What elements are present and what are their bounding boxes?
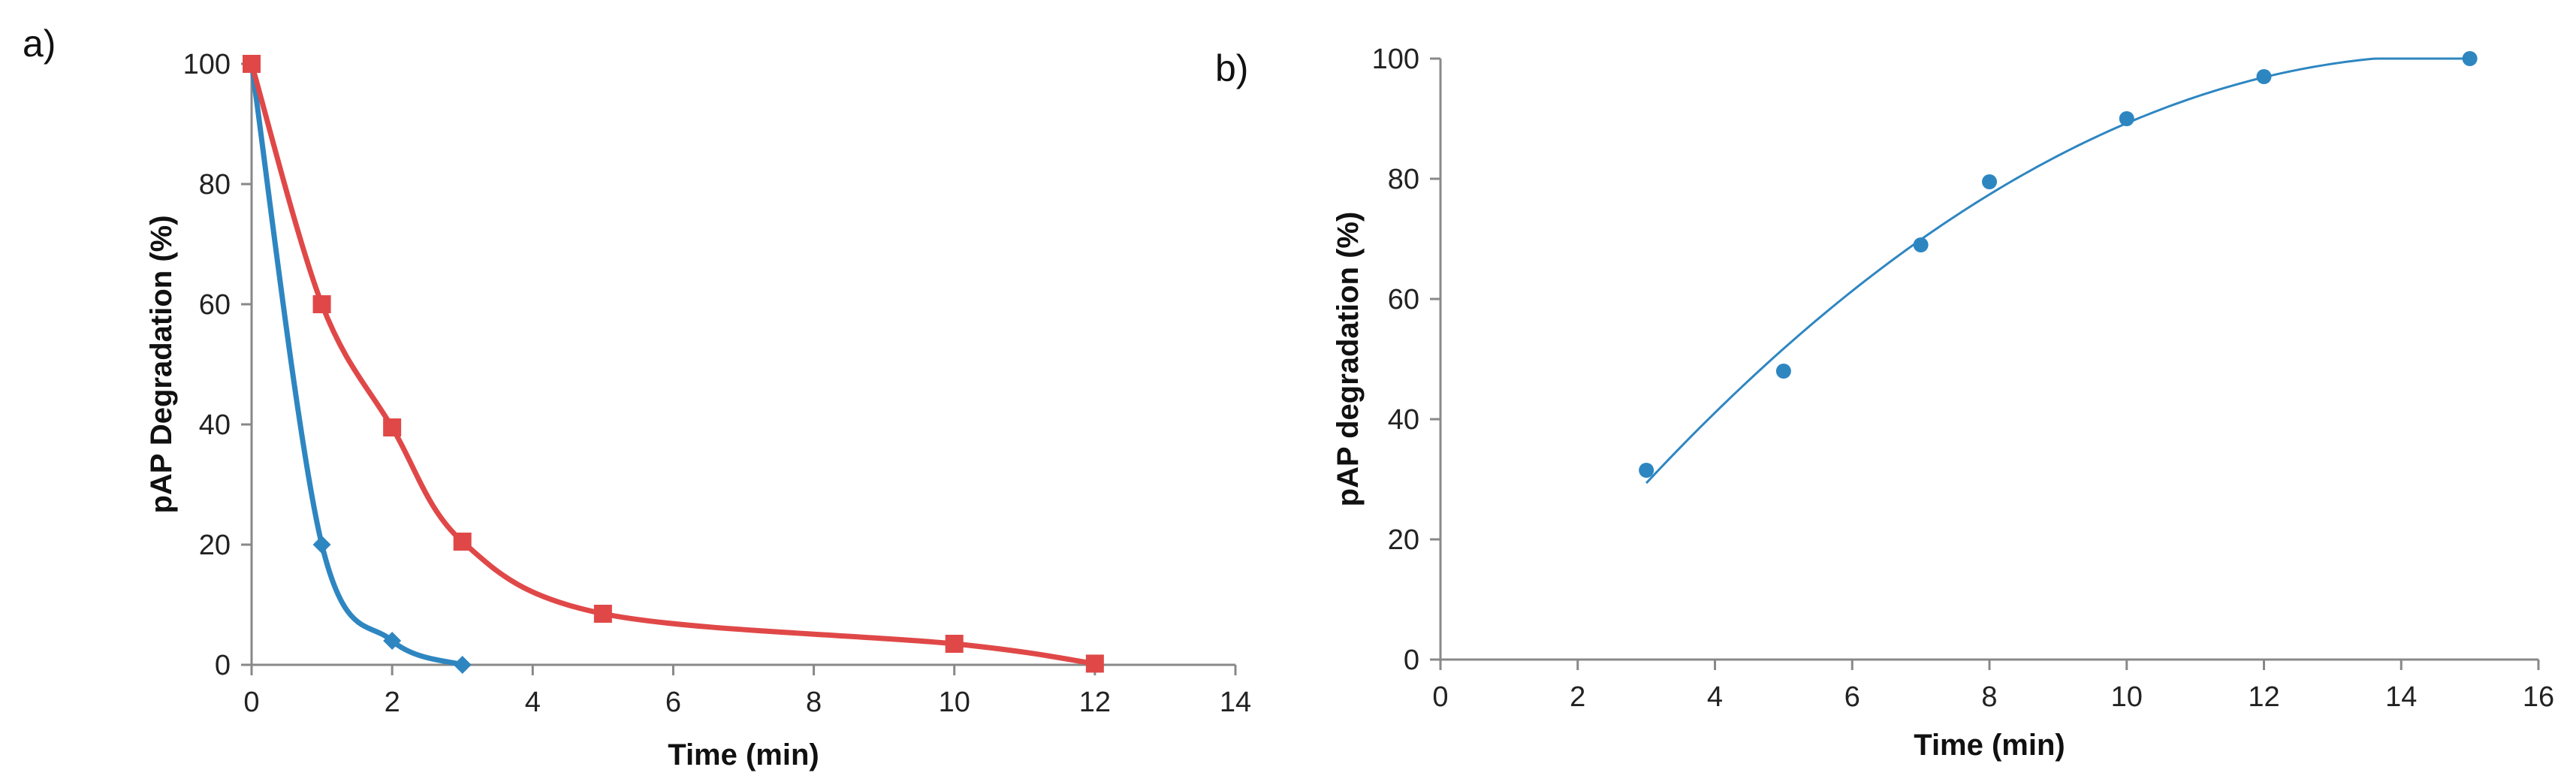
chart-a-series-2-point: [243, 55, 261, 73]
chart-b-series-1-point: [1639, 463, 1654, 478]
chart-b-series-1-point: [2256, 69, 2272, 84]
chart-a-x-tick-label: 0: [243, 687, 259, 718]
chart-b-y-axis-title: pAP degradation (%): [1332, 212, 1365, 507]
chart-b-series: [1639, 51, 2478, 485]
chart-a-x-tick-label: 4: [525, 687, 541, 718]
chart-b-trendline: [1645, 57, 2470, 485]
chart-b-y-tick-label: 0: [1404, 645, 1419, 676]
chart-b-y-tick-label: 100: [1372, 44, 1419, 75]
chart-b-series-1-point: [2462, 51, 2478, 66]
chart-a: 0 2 4 6 8 10 12 14 0 20 40 60 80 100 Time (min) pAP D…: [145, 49, 1251, 771]
chart-a-x-tick-label: 2: [385, 687, 400, 718]
chart-a-y-axis-title: pAP Degradation (%): [145, 215, 178, 513]
chart-b-x-tick-label: 10: [2111, 681, 2143, 713]
chart-b-series-1-point: [1913, 237, 1929, 252]
chart-b-series-1-point: [1775, 364, 1791, 379]
chart-a-series-1-point: [383, 632, 402, 650]
chart-a-series-1-point: [453, 656, 472, 674]
chart-b-y-tick-label: 40: [1388, 404, 1419, 436]
chart-b-x-tick-label: 16: [2523, 681, 2554, 713]
chart-a-series-2-line: [249, 61, 1098, 666]
chart-b-y-tick-label: 60: [1388, 284, 1419, 316]
chart-b-x-tick-label: 2: [1570, 681, 1585, 713]
chart-a-x-tick-label: 12: [1079, 687, 1111, 718]
chart-a-series-2-point: [312, 295, 331, 313]
panel-label-a: a): [23, 23, 56, 65]
chart-a-tick-labels: 0 2 4 6 8 10 12 14 0 20 40 60 80 100: [183, 49, 1252, 718]
chart-a-series-1-line: [249, 61, 466, 668]
chart-b-tick-labels: 0 2 4 6 8 10 12 14 16 0 20 40 60 80 100: [1372, 44, 2555, 713]
chart-b-y-tick-label: 20: [1388, 524, 1419, 556]
chart-b-series-1-point: [1982, 174, 1997, 189]
chart-a-series-2-point: [945, 635, 964, 653]
chart-a-series-2-point: [453, 533, 472, 551]
chart-a-series: [243, 55, 1104, 674]
chart-b: 0 2 4 6 8 10 12 14 16 0 20 40 60 80 100 Time (min) pAP…: [1332, 44, 2554, 762]
chart-b-x-tick-label: 8: [1981, 681, 1997, 713]
chart-a-y-tick-label: 0: [215, 650, 231, 681]
chart-a-series-2-point: [1085, 654, 1104, 673]
chart-a-y-tick-label: 60: [199, 289, 231, 321]
chart-a-y-tick-label: 80: [199, 169, 231, 201]
chart-a-y-tick-label: 100: [183, 49, 231, 80]
chart-a-y-tick-label: 20: [199, 530, 231, 561]
chart-a-x-tick-label: 6: [665, 687, 681, 718]
chart-b-x-tick-label: 6: [1845, 681, 1860, 713]
chart-a-series-2-point: [593, 605, 612, 623]
chart-b-x-tick-label: 0: [1432, 681, 1448, 713]
chart-b-x-tick-label: 12: [2248, 681, 2279, 713]
chart-b-y-tick-label: 80: [1388, 164, 1419, 195]
chart-a-y-tick-label: 40: [199, 409, 231, 441]
chart-b-x-tick-label: 4: [1707, 681, 1723, 713]
chart-a-x-axis-title: Time (min): [668, 738, 819, 771]
panel-label-b: b): [1215, 47, 1248, 89]
chart-b-series-1-point: [2119, 111, 2134, 126]
chart-a-x-tick-label: 14: [1220, 687, 1251, 718]
chart-b-x-tick-label: 14: [2385, 681, 2417, 713]
chart-b-x-axis-title: Time (min): [1914, 729, 2065, 762]
chart-a-series-1-point: [312, 536, 331, 554]
chart-a-series-2-point: [383, 418, 402, 436]
chart-b-axes: [1430, 57, 2540, 670]
chart-a-x-tick-label: 10: [939, 687, 970, 718]
chart-a-axes: [241, 62, 1237, 675]
chart-a-x-tick-label: 8: [806, 687, 822, 718]
